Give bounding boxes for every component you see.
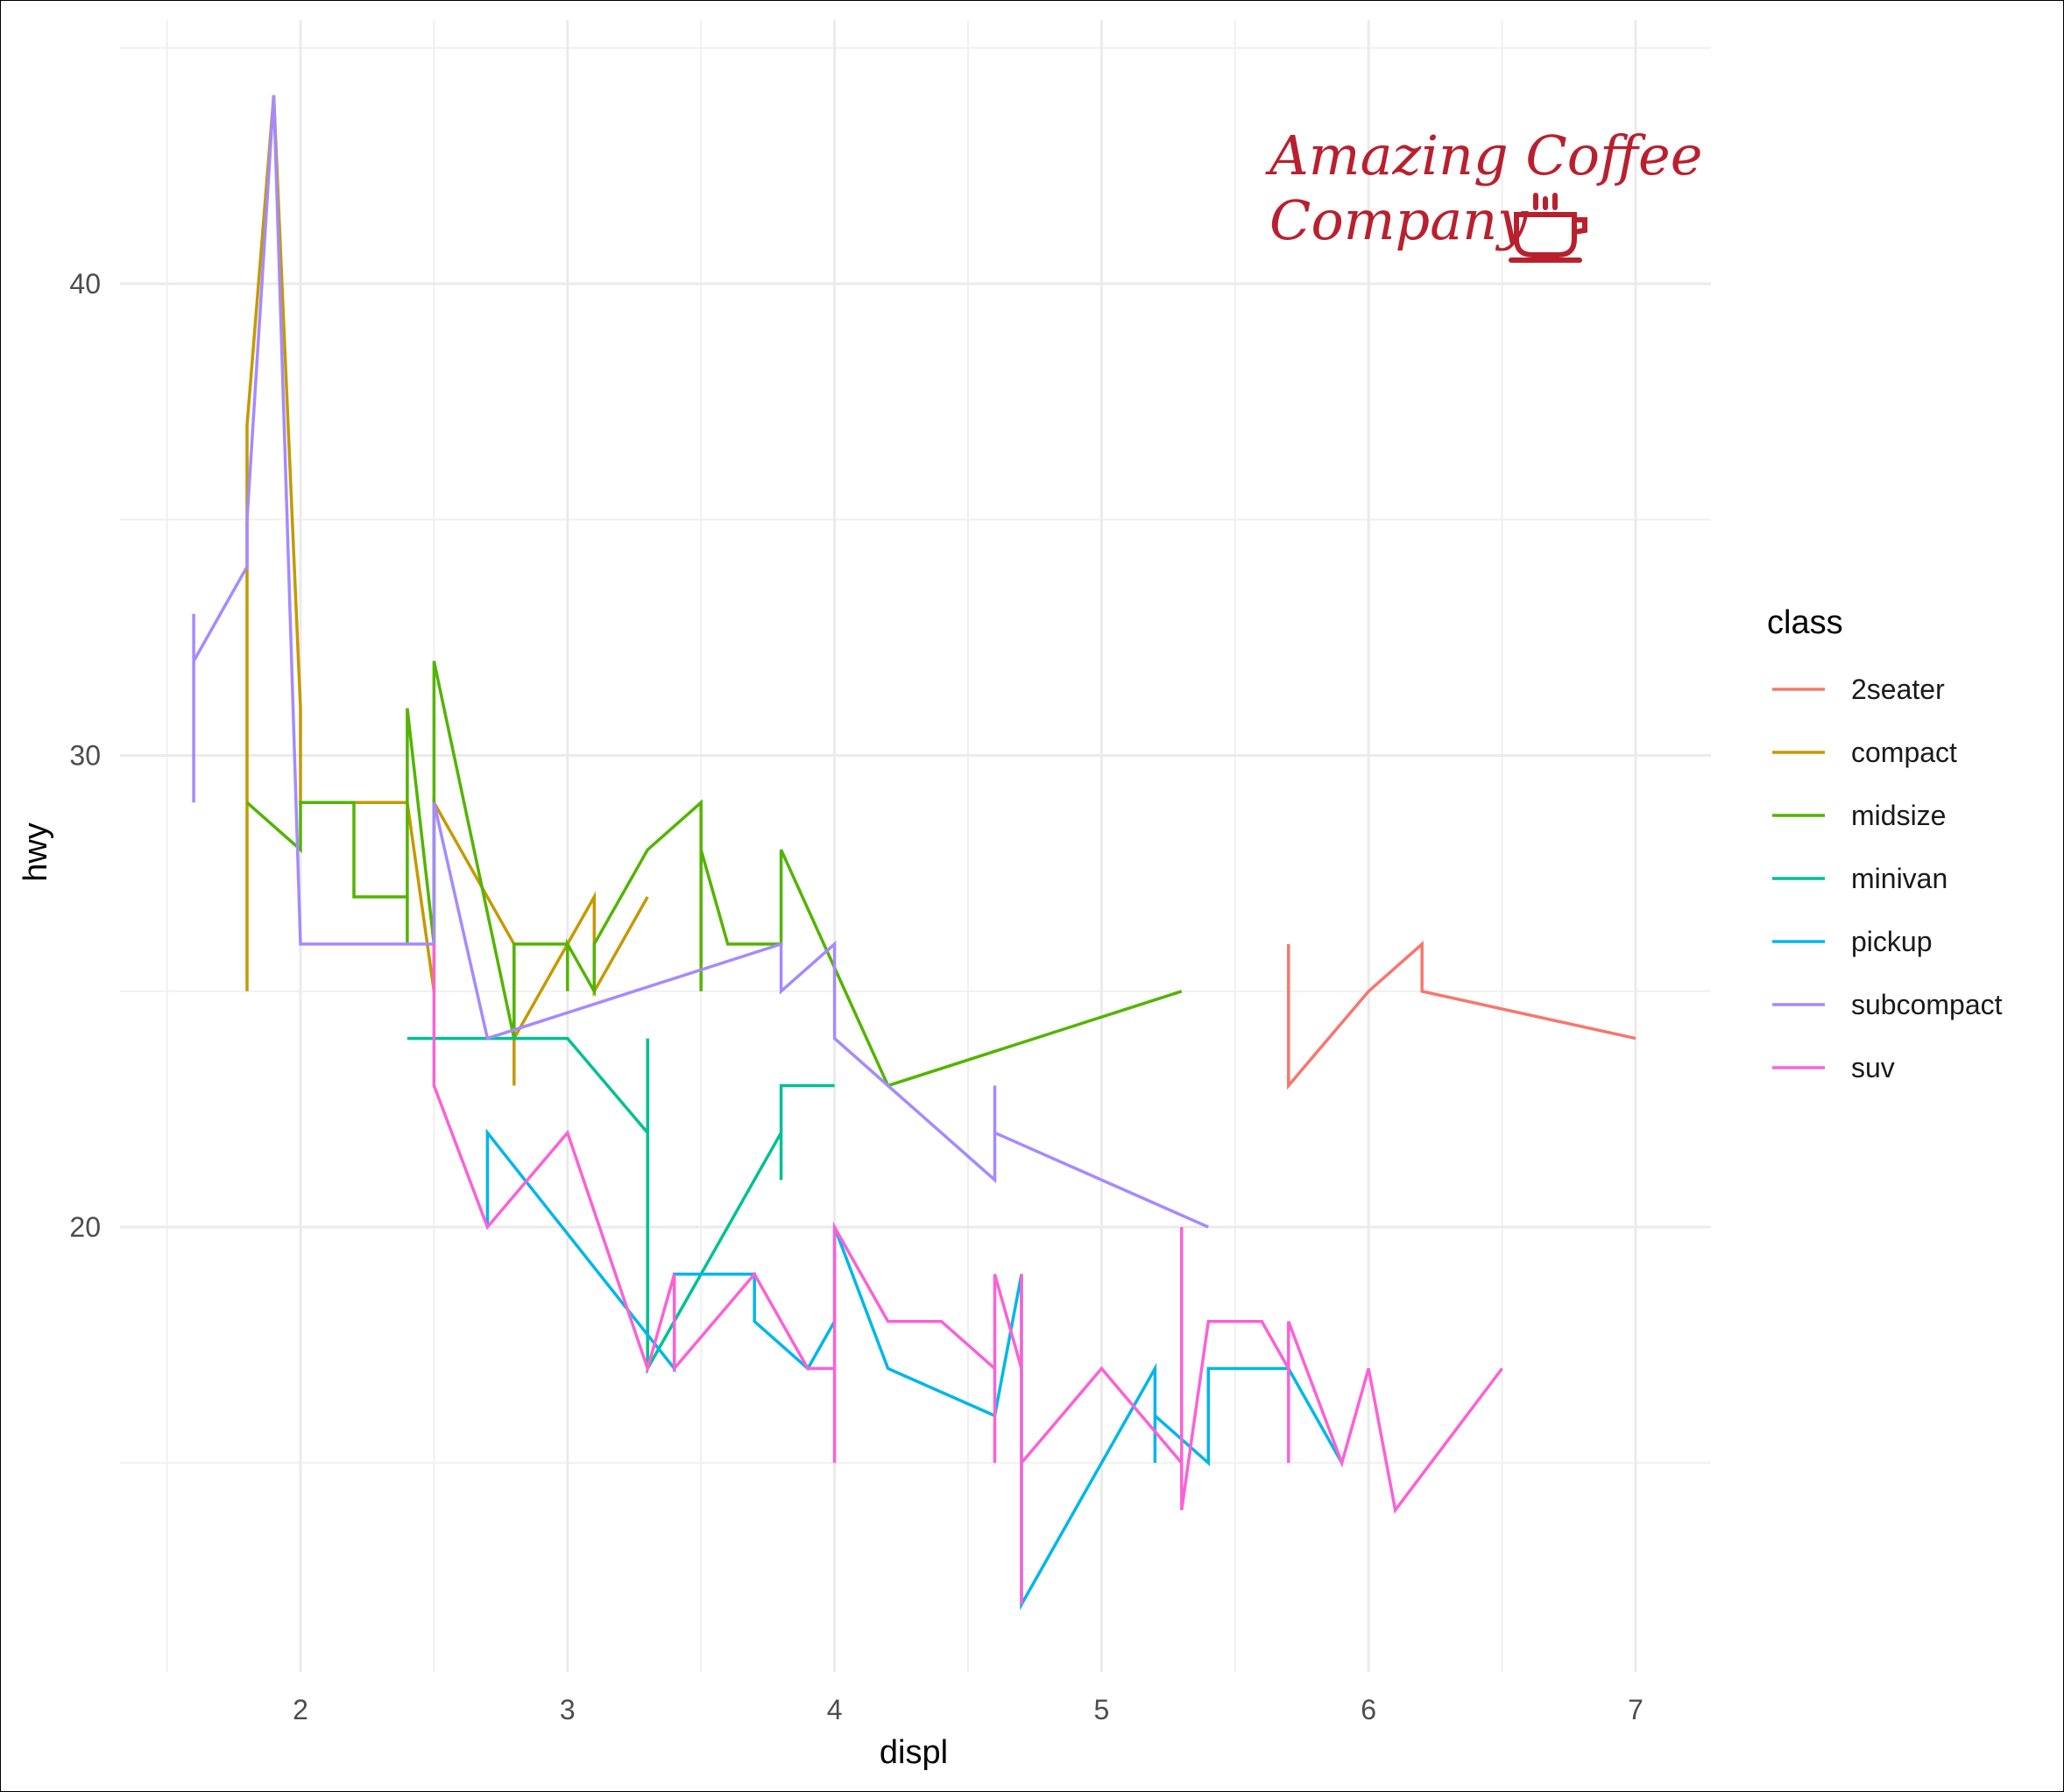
- legend-label-suv: suv: [1851, 1052, 1895, 1083]
- company-logo: Amazing Coffee Company: [1265, 123, 1702, 263]
- minor-gridlines: [120, 20, 1711, 1672]
- coffee-cup-icon: [1509, 193, 1587, 263]
- x-tick-label: 4: [827, 1694, 843, 1725]
- legend-label-pickup: pickup: [1851, 926, 1933, 957]
- series-line-midsize: [245, 660, 1183, 1088]
- y-tick-label: 30: [69, 740, 101, 772]
- major-gridlines: [120, 20, 1711, 1672]
- series-line-suv: [432, 943, 1503, 1605]
- series-line-pickup: [485, 1128, 1344, 1611]
- logo-text-line1: Amazing Coffee: [1265, 123, 1702, 187]
- x-axis-ticks: 2 3 4 5 6 7: [293, 1694, 1643, 1725]
- legend-label-compact: compact: [1851, 737, 1957, 768]
- x-tick-label: 6: [1361, 1694, 1376, 1725]
- legend: class 2seater compact midsize minivan pickup…: [1767, 604, 2003, 1083]
- legend-label-midsize: midsize: [1851, 800, 1946, 831]
- y-tick-label: 40: [69, 268, 101, 300]
- series-line-compact: [245, 95, 649, 1086]
- x-tick-label: 5: [1094, 1694, 1110, 1725]
- legend-label-subcompact: subcompact: [1851, 989, 2003, 1020]
- y-axis-ticks: 20 30 40: [69, 268, 101, 1243]
- legend-label-minivan: minivan: [1851, 863, 1947, 894]
- x-tick-label: 7: [1628, 1694, 1643, 1725]
- legend-label-2seater: 2seater: [1851, 674, 1945, 705]
- series-line-2seater: [1287, 941, 1636, 1090]
- y-axis-title: hwy: [18, 822, 54, 882]
- series-line-minivan: [406, 1036, 835, 1375]
- legend-title: class: [1767, 604, 1843, 641]
- series-lines: [192, 95, 1636, 1611]
- series-line-subcompact: [192, 95, 1210, 1229]
- x-tick-label: 2: [293, 1694, 308, 1725]
- logo-text-line2: Company: [1269, 188, 1529, 252]
- y-tick-label: 20: [69, 1211, 101, 1243]
- x-tick-label: 3: [560, 1694, 576, 1725]
- x-axis-title: displ: [880, 1734, 948, 1771]
